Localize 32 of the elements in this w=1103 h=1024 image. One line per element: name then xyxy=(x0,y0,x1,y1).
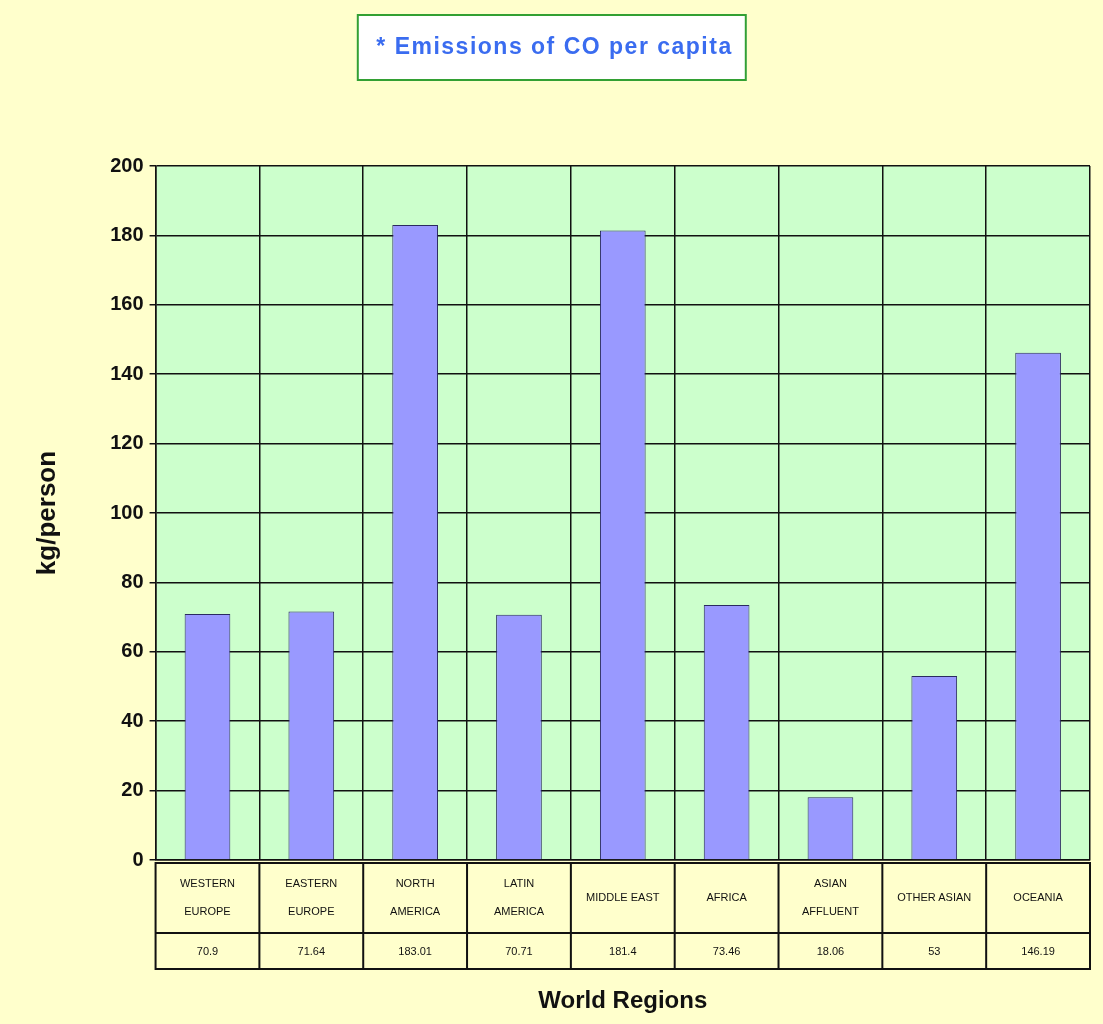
y-tick-label: 40 xyxy=(121,708,144,731)
x-tick-label: AFRICA xyxy=(706,891,748,904)
category-label: ASIAN AFFLUENT xyxy=(802,877,859,918)
category-label: NORTH AMERICA xyxy=(390,877,441,918)
y-tick-label: 100 xyxy=(110,500,144,523)
x-tick-label: OCEANIA xyxy=(1013,891,1064,904)
y-tick-label: 180 xyxy=(110,222,144,245)
y-tick-label: 200 xyxy=(110,153,144,176)
category-label: LATIN AMERICA xyxy=(493,877,545,918)
y-tick-label: 60 xyxy=(121,639,144,662)
category-label: EASTERN EUROPE xyxy=(285,877,338,918)
x-tick-label: MIDDLE EAST xyxy=(586,891,660,904)
y-tick-label: 20 xyxy=(121,778,144,801)
chart-title: * Emissions of CO per capita xyxy=(356,14,747,81)
data-label: 146.19 xyxy=(1021,945,1055,958)
y-tick-label: 80 xyxy=(121,569,144,592)
x-axis-title: World Regions xyxy=(538,985,708,1013)
x-tick-label: OTHER ASIAN xyxy=(897,891,972,904)
data-label: 70.9 xyxy=(196,945,219,958)
y-tick-label: 120 xyxy=(110,431,144,454)
data-label: 181.4 xyxy=(609,945,637,958)
data-label: 183.01 xyxy=(398,945,432,958)
category-label: WESTERN EUROPE xyxy=(179,877,235,918)
y-tick-label: 0 xyxy=(132,847,144,870)
data-label: 73.46 xyxy=(712,945,741,958)
y-axis-title: kg/person xyxy=(30,450,61,576)
data-label: 18.06 xyxy=(816,945,845,958)
y-tick-label: 160 xyxy=(110,292,144,315)
data-label: 53 xyxy=(928,945,941,958)
data-label: 70.71 xyxy=(505,945,533,958)
data-label: 71.64 xyxy=(297,945,326,958)
y-tick-label: 140 xyxy=(110,361,144,384)
